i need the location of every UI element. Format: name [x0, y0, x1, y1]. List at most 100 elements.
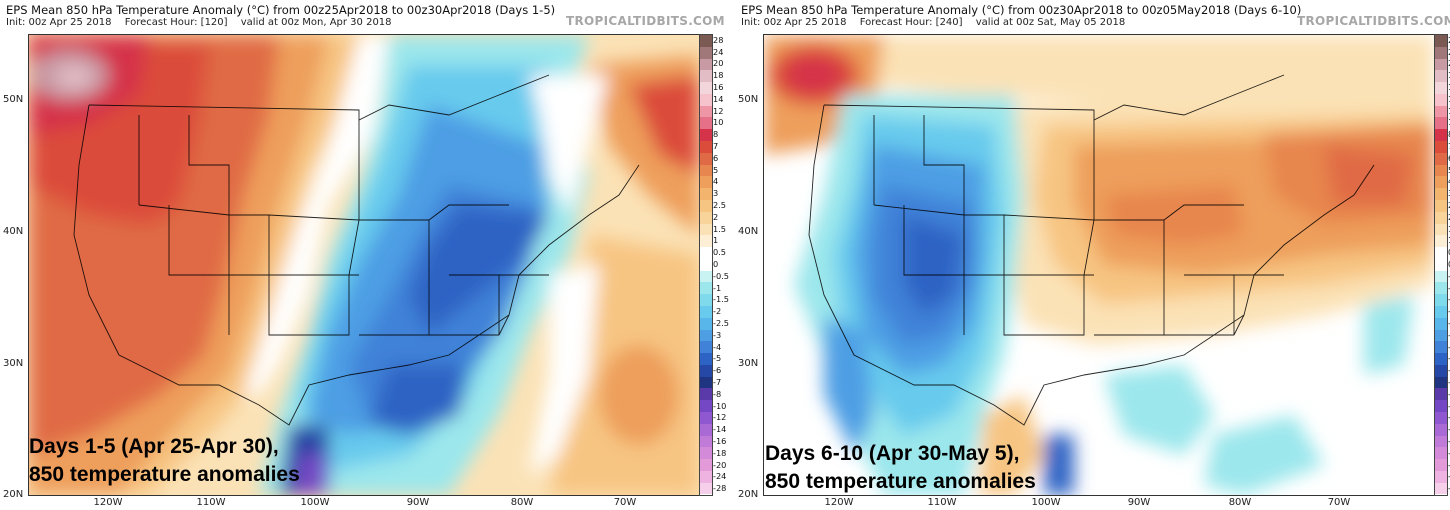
colorbar-tick-label: 7	[713, 141, 719, 152]
colorbar-swatch	[1435, 58, 1447, 71]
colorbar-swatch	[1435, 317, 1447, 330]
colorbar-swatch	[1435, 211, 1447, 224]
brand-watermark: TROPICALTIDBITS.COM	[1297, 14, 1450, 28]
colorbar-tick-label: 1	[1448, 235, 1450, 245]
lon-label: 100W	[1031, 497, 1061, 508]
colorbar-swatch	[700, 329, 712, 342]
colorbar-tick-label: 8	[713, 129, 719, 140]
colorbar-tick-label: -8	[713, 388, 722, 399]
colorbar-tick-label: -10	[1448, 401, 1450, 411]
colorbar-tick-label: -16	[713, 435, 727, 446]
colorbar-tick-label: -3	[713, 329, 722, 340]
colorbar-swatch	[1435, 341, 1447, 354]
colorbar-swatch	[700, 105, 712, 118]
colorbar-swatch	[700, 141, 712, 153]
colorbar-tick-label: 20	[1448, 58, 1450, 68]
colorbar-swatch	[1435, 223, 1447, 236]
colorbar-tick-label: 1.5	[1448, 224, 1450, 234]
colorbar-tick-label: 0	[1448, 259, 1450, 269]
colorbar-tick-label: -1	[1448, 283, 1450, 293]
colorbar-tick-label: -2.5	[713, 317, 729, 328]
colorbar-swatch	[700, 282, 712, 295]
colorbar-tick-label: 4	[1448, 176, 1450, 186]
colorbar-tick-label: -8	[1448, 389, 1450, 399]
colorbar-tick-label: -2	[713, 306, 722, 317]
colorbar-tick-label: 3	[1448, 188, 1450, 198]
colorbar	[1434, 34, 1448, 496]
colorbar-tick-label: 0.5	[1448, 247, 1450, 257]
lon-label: 70W	[613, 497, 637, 508]
colorbar-tick-label: -4	[713, 341, 722, 352]
colorbar-swatch	[1435, 329, 1447, 342]
colorbar-tick-label: -12	[1448, 412, 1450, 422]
colorbar-swatch	[700, 247, 712, 259]
colorbar-swatch	[700, 470, 712, 483]
colorbar-swatch	[1435, 482, 1447, 495]
map-title: EPS Mean 850 hPa Temperature Anomaly (°C…	[741, 3, 1302, 17]
colorbar-tick-label: 14	[713, 93, 724, 104]
colorbar-swatch	[700, 70, 712, 83]
colorbar-swatch	[1435, 270, 1447, 283]
colorbar-swatch	[1435, 235, 1447, 248]
anomaly-map-graphic	[29, 35, 699, 495]
colorbar-tick-label: 14	[1448, 94, 1450, 104]
lon-label: 70W	[1327, 497, 1351, 508]
lon-label: 110W	[927, 497, 957, 508]
colorbar-swatch	[700, 305, 712, 318]
colorbar-tick-label: 10	[713, 117, 724, 128]
colorbar-tick-label: 18	[1448, 70, 1450, 80]
colorbar-swatch	[1435, 364, 1447, 377]
colorbar-tick-label: -6	[1448, 365, 1450, 375]
colorbar-swatch	[1435, 400, 1447, 412]
colorbar	[699, 34, 713, 496]
colorbar-swatch	[700, 353, 712, 365]
colorbar-swatch	[1435, 164, 1447, 177]
colorbar-tick-label: -4	[1448, 342, 1450, 352]
colorbar-swatch	[700, 93, 712, 106]
lon-label: 80W	[510, 497, 534, 508]
colorbar-swatch	[1435, 117, 1447, 130]
valid-time: valid at 00z Sat, May 05 2018	[975, 17, 1126, 28]
caption-line: Days 1-5 (Apr 25-Apr 30),	[29, 435, 279, 458]
colorbar-swatch	[700, 35, 712, 47]
colorbar-tick-label: 16	[713, 82, 724, 93]
colorbar-tick-label: 4	[713, 176, 719, 187]
lat-label: 50N	[3, 94, 24, 105]
colorbar-tick-label: 2	[1448, 212, 1450, 222]
lon-label: 120W	[824, 497, 854, 508]
colorbar-swatch	[1435, 447, 1447, 460]
forecast-hour: Forecast Hour: [120]	[124, 17, 228, 28]
colorbar-tick-label: 5	[1448, 165, 1450, 175]
caption-line: 850 temperature anomalies	[765, 470, 1036, 493]
colorbar-tick-label: -20	[713, 459, 727, 470]
colorbar-tick-label: 1.5	[713, 223, 727, 234]
colorbar-tick-label: 5	[713, 164, 719, 175]
colorbar-tick-label: -0.5	[713, 270, 729, 281]
lat-label: 20N	[738, 489, 759, 500]
map-caption: Days 1-5 (Apr 25-Apr 30), 850 temperatur…	[29, 433, 300, 489]
colorbar-tick-label: 24	[1448, 47, 1450, 57]
colorbar-swatch	[700, 223, 712, 236]
colorbar-swatch	[700, 199, 712, 212]
colorbar-tick-label: 10	[1448, 117, 1450, 127]
colorbar-tick-label: -18	[713, 447, 727, 458]
colorbar-swatch	[700, 211, 712, 224]
caption-line: 850 temperature anomalies	[29, 463, 300, 486]
colorbar-swatch	[1435, 141, 1447, 153]
colorbar-swatch	[700, 58, 712, 71]
colorbar-swatch	[1435, 129, 1447, 142]
colorbar-swatch	[700, 117, 712, 130]
colorbar-tick-label: -12	[713, 412, 727, 423]
colorbar-swatch	[1435, 188, 1447, 200]
colorbar-tick-label: 12	[713, 105, 724, 116]
colorbar-tick-label: -5	[1448, 353, 1450, 363]
colorbar-swatch	[700, 294, 712, 306]
colorbar-swatch	[700, 129, 712, 142]
colorbar-tick-label: 0	[713, 259, 719, 269]
colorbar-swatch	[1435, 459, 1447, 471]
colorbar-swatch	[700, 412, 712, 424]
colorbar-swatch	[700, 376, 712, 389]
colorbar-swatch	[700, 188, 712, 200]
colorbar-swatch	[700, 164, 712, 177]
colorbar-tick-label: 6	[713, 152, 719, 163]
